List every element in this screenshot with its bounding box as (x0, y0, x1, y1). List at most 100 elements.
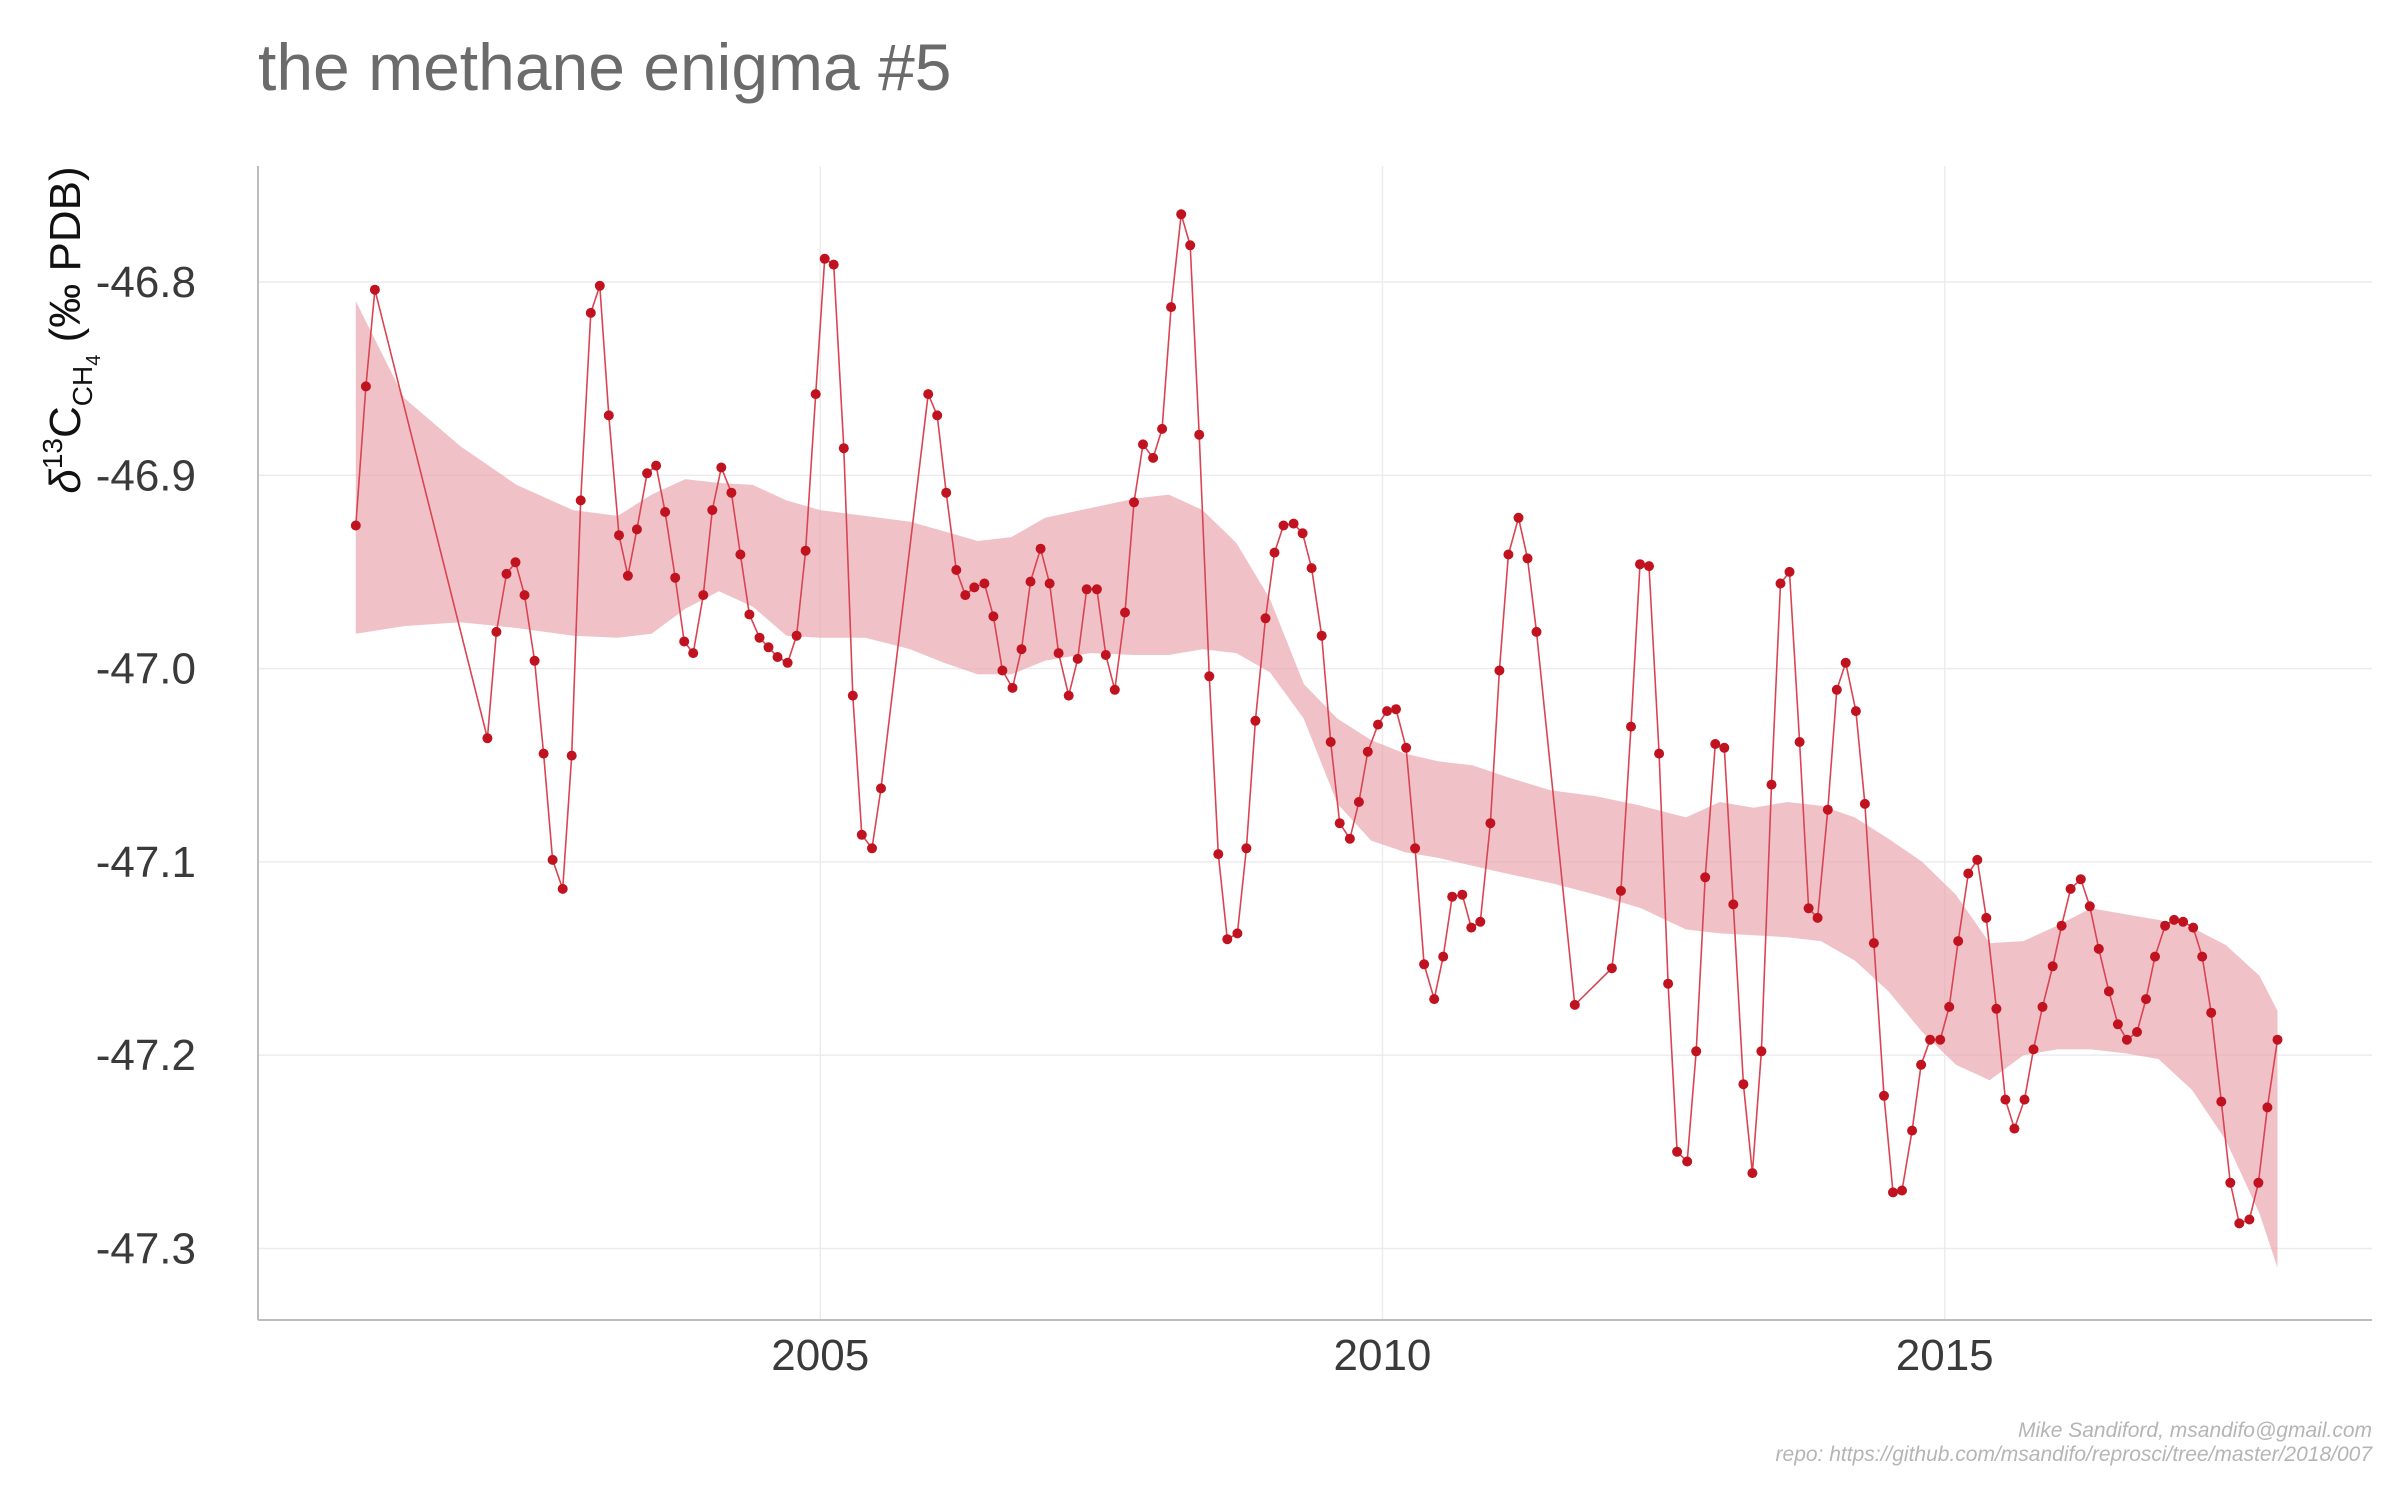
data-point (1447, 891, 1458, 902)
data-point (1260, 613, 1271, 624)
data-point (1353, 797, 1364, 807)
data-point (707, 505, 718, 516)
data-point (501, 568, 512, 579)
data-point (1935, 1034, 1946, 1045)
data-point (585, 307, 596, 318)
data-point (1972, 854, 1983, 865)
data-point (1391, 704, 1401, 715)
data-point (1803, 903, 1814, 914)
data-point (1072, 653, 1083, 664)
data-point (2132, 1027, 2142, 1037)
data-point (1091, 584, 1102, 595)
data-point (369, 284, 380, 295)
data-point (2234, 1218, 2245, 1229)
y-tick-label: -46.8 (96, 258, 196, 307)
y-tick-label: -46.9 (96, 451, 196, 500)
data-point (510, 557, 521, 568)
data-point (2188, 922, 2199, 933)
data-point (2037, 1001, 2048, 1012)
data-point (2047, 961, 2058, 972)
data-point (1766, 779, 1777, 790)
data-point (1185, 240, 1196, 251)
data-point (1362, 746, 1373, 757)
data-point (1438, 951, 1449, 962)
data-point (1063, 690, 1074, 701)
data-point (1672, 1146, 1683, 1157)
x-tick-label: 2015 (1896, 1331, 1994, 1380)
x-tick-label: 2010 (1334, 1331, 1432, 1380)
data-point (1138, 439, 1148, 450)
data-point (1475, 916, 1486, 927)
data-points (350, 209, 2283, 1229)
y-label-delta: δ (41, 469, 90, 494)
data-point (754, 632, 765, 643)
data-point (603, 410, 614, 421)
data-point (1176, 209, 1187, 220)
data-point (622, 570, 633, 581)
data-point (763, 642, 774, 653)
data-point (923, 389, 934, 400)
data-point (2112, 1019, 2123, 1030)
data-point (1981, 912, 1992, 923)
data-point (1007, 682, 1018, 693)
data-point (1916, 1059, 1927, 1070)
y-tick-label: -47.3 (96, 1224, 196, 1273)
data-point (2272, 1034, 2283, 1045)
data-point (2262, 1102, 2273, 1113)
data-point (1306, 563, 1317, 574)
data-point (2019, 1094, 2030, 1105)
data-point (1738, 1079, 1749, 1090)
y-tick-labels: -46.8 -46.9 -47.0 -47.1 -47.2 -47.3 (96, 258, 196, 1273)
data-point (847, 690, 858, 701)
data-point (1907, 1125, 1918, 1136)
data-point (1157, 423, 1168, 434)
data-point (660, 507, 671, 517)
y-axis-label: δ13CCH4 (‰ PDB) (37, 166, 105, 493)
y-label-carbon: C (41, 406, 90, 438)
data-point (2150, 951, 2160, 962)
data-point (1747, 1168, 1758, 1179)
data-point (631, 524, 642, 535)
data-point (1840, 657, 1851, 668)
data-point (1663, 978, 1674, 989)
data-point (2216, 1096, 2227, 1107)
data-point (2000, 1094, 2011, 1105)
y-tick-label: -47.1 (96, 838, 196, 887)
data-point (2197, 951, 2208, 962)
data-point (1166, 302, 1177, 313)
data-point (1812, 912, 1823, 923)
data-point (1626, 721, 1636, 732)
data-point (1194, 429, 1205, 440)
data-point (1850, 706, 1861, 717)
data-point (951, 565, 962, 575)
data-point (1879, 1090, 1889, 1101)
data-point (482, 733, 493, 744)
data-point (1250, 715, 1261, 726)
data-point (1654, 748, 1665, 759)
confidence-band-area (355, 301, 2278, 1268)
data-point (1081, 584, 1092, 595)
data-point (735, 549, 746, 560)
data-point (360, 381, 371, 392)
y-label-unit: (‰ PDB) (41, 166, 90, 354)
data-point (1035, 543, 1046, 554)
data-point (1991, 1003, 2002, 1014)
author-credit: Mike Sandiford, msandifo@gmail.com (2018, 1419, 2372, 1442)
data-point (529, 655, 540, 666)
data-point (2206, 1007, 2217, 1018)
repo-credit: repo: https://github.com/msandifo/repros… (1776, 1443, 2374, 1466)
data-point (1025, 576, 1036, 587)
data-point (1710, 739, 1721, 749)
x-tick-labels: 2005 2010 2015 (771, 1331, 1993, 1380)
data-point (791, 630, 802, 641)
data-point (1531, 626, 1542, 637)
data-point (491, 626, 502, 637)
data-point (2056, 920, 2067, 931)
data-point (1831, 684, 1842, 695)
data-point (1682, 1156, 1693, 1167)
data-point (1897, 1185, 1907, 1196)
data-point (594, 280, 605, 291)
data-point (838, 443, 849, 454)
data-point (1373, 719, 1383, 730)
data-point (1410, 843, 1421, 854)
